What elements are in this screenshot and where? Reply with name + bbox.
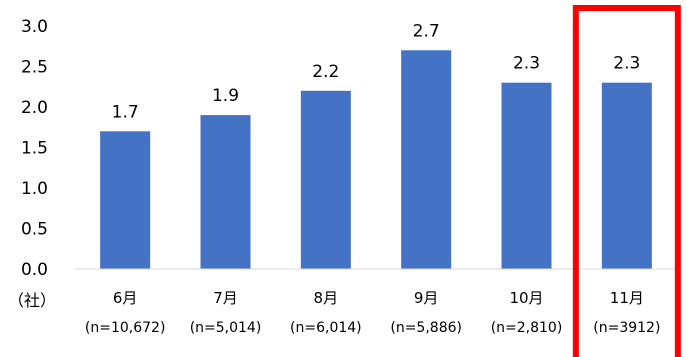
value-label: 2.2 — [312, 62, 339, 82]
bar — [300, 90, 351, 269]
highlight-box — [572, 5, 681, 357]
bar — [501, 82, 552, 269]
bar — [401, 50, 452, 269]
y-tick-label: 2.5 — [21, 58, 48, 78]
y-tick-label: 1.0 — [21, 179, 48, 199]
x-sample-size-label: (n=5,014) — [190, 320, 262, 336]
bars — [100, 50, 652, 269]
x-category-label: 8月 — [314, 289, 339, 307]
x-axis-labels: 6月 (n=10,672) 7月 (n=5,014) 8月 (n=6,014) 9月 (n=5… — [85, 289, 661, 336]
value-labels: 1.7 1.9 2.2 2.7 2.3 2.3 — [112, 21, 641, 122]
x-category-label: 6月 — [113, 289, 138, 307]
y-tick-label: 2.0 — [21, 98, 48, 118]
value-label: 2.7 — [413, 21, 440, 41]
bar — [200, 115, 251, 269]
y-tick-label: 1.5 — [21, 139, 48, 159]
y-tick-label: 3.0 — [21, 17, 48, 37]
x-category-label: 7月 — [213, 289, 238, 307]
bar — [100, 131, 151, 269]
x-category-label: 11月 — [610, 289, 644, 307]
x-sample-size-label: (n=5,886) — [390, 320, 462, 336]
y-tick-label: 0.0 — [21, 260, 48, 280]
x-category-label: 9月 — [414, 289, 439, 307]
y-axis-ticks: 0.0 0.5 1.0 1.5 2.0 2.5 3.0 — [21, 17, 48, 280]
value-label: 1.9 — [212, 86, 239, 106]
x-sample-size-label: (n=6,014) — [290, 320, 362, 336]
unit-label: （社） — [8, 291, 56, 310]
y-tick-label: 0.5 — [21, 220, 48, 240]
value-label: 2.3 — [613, 54, 640, 74]
value-label: 1.7 — [112, 102, 139, 122]
x-sample-size-label: (n=10,672) — [85, 320, 166, 336]
x-sample-size-label: (n=3912) — [593, 320, 660, 336]
x-category-label: 10月 — [509, 289, 543, 307]
value-label: 2.3 — [513, 54, 540, 74]
x-sample-size-label: (n=2,810) — [491, 320, 563, 336]
bar — [601, 82, 652, 269]
